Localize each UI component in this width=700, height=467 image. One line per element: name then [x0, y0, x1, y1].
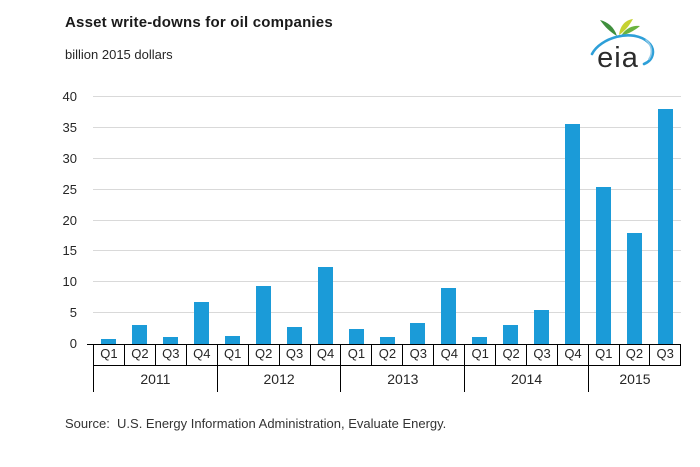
bar-2013-Q2 — [379, 337, 395, 344]
gridline — [93, 219, 681, 221]
quarter-row: Q1 Q2 Q3 Q4 — [94, 344, 217, 366]
bar-2011-Q3 — [162, 337, 178, 344]
chart-title: Asset write-downs for oil companies — [65, 14, 333, 31]
y-tick-label: 40 — [62, 89, 77, 104]
bar-2014-Q3 — [534, 310, 550, 344]
gridline — [93, 96, 681, 97]
year-label: 2014 — [510, 371, 543, 387]
year-label: 2012 — [263, 371, 295, 387]
quarter-label: Q4 — [316, 346, 335, 361]
year-label: 2011 — [140, 371, 171, 387]
gridline — [93, 188, 681, 190]
quarter-label: Q2 — [249, 344, 280, 365]
quarter-label: Q4 — [564, 346, 582, 361]
year-label: 2015 — [619, 371, 651, 387]
gridline — [93, 250, 681, 252]
quarter-label: Q1 — [341, 344, 373, 365]
bar-2014-Q4 — [565, 124, 581, 344]
y-tick-label: 0 — [69, 336, 77, 351]
bar-2013-Q3 — [410, 323, 426, 344]
quarter-label: Q4 — [440, 346, 458, 361]
gridline — [93, 157, 681, 159]
bar-2011-Q1 — [100, 339, 116, 344]
quarter-label: Q1 — [94, 344, 125, 365]
y-tick-label: 15 — [62, 243, 77, 259]
bar-2014-Q1 — [472, 337, 488, 344]
year-group-2012: Q1 Q2 Q3 Q4 2012 — [216, 344, 341, 392]
quarter-label: Q3 — [280, 344, 311, 365]
year-label: 2013 — [387, 371, 419, 387]
plot-area — [87, 96, 681, 345]
y-tick-label: 35 — [62, 119, 77, 135]
y-tick-label: 5 — [69, 305, 77, 321]
quarter-row: Q1 Q2 Q3 Q4 — [465, 344, 588, 366]
bar-2012-Q3 — [286, 327, 302, 344]
x-axis: Q1 Q2 Q3 Q4 2011 Q1 Q2 Q3 Q4 2012 Q1 Q2 Q3 Q4 2013 Q1 Q2… — [93, 344, 681, 392]
quarter-label: Q1 — [218, 344, 249, 365]
y-tick-label: 30 — [62, 150, 77, 166]
quarter-label: Q2 — [125, 344, 156, 365]
year-group-2013: Q1 Q2 Q3 Q4 2013 — [340, 344, 465, 392]
year-group-2011: Q1 Q2 Q3 Q4 2011 — [93, 344, 217, 392]
quarter-label: Q3 — [656, 346, 674, 361]
y-tick-label: 20 — [62, 212, 77, 228]
bar-2014-Q2 — [503, 325, 519, 344]
gridline — [93, 312, 681, 314]
bar-2013-Q1 — [348, 329, 364, 344]
quarter-label: Q2 — [620, 344, 651, 365]
eia-logo-swoosh — [590, 19, 655, 66]
y-axis-labels: 0 5 10 15 20 25 30 35 40 — [38, 89, 85, 351]
x-axis-line — [87, 344, 681, 345]
quarter-label: Q4 — [193, 346, 211, 361]
quarter-label: Q3 — [156, 344, 187, 365]
bar-2012-Q2 — [255, 286, 271, 344]
bar-2013-Q4 — [441, 288, 457, 344]
year-group-2014: Q1 Q2 Q3 Q4 2014 — [464, 344, 588, 392]
bar-2015-Q2 — [627, 233, 643, 344]
quarter-label: Q1 — [589, 344, 620, 365]
eia-logo-text: eia — [597, 42, 639, 74]
quarter-label: Q2 — [372, 344, 404, 365]
quarter-row: Q1 Q2 Q3 Q4 — [341, 344, 465, 366]
quarter-label: Q3 — [403, 344, 435, 365]
eia-logo: eia — [580, 16, 672, 80]
quarter-label: Q3 — [527, 344, 559, 365]
y-tick-label: 10 — [62, 274, 77, 290]
bar-2015-Q1 — [596, 187, 612, 344]
gridline — [93, 126, 681, 128]
bar-2015-Q3 — [658, 109, 674, 344]
year-group-2015: Q1 Q2 Q3 2015 — [587, 344, 681, 392]
bar-2012-Q4 — [317, 267, 333, 344]
quarter-label: Q1 — [465, 344, 497, 365]
bar-2011-Q2 — [131, 325, 147, 344]
chart-subtitle: billion 2015 dollars — [65, 47, 173, 62]
quarter-row: Q1 Q2 Q3 Q4 — [217, 344, 341, 366]
source-text: Source: U.S. Energy Information Administ… — [65, 416, 447, 431]
quarter-label: Q2 — [496, 344, 528, 365]
y-tick-label: 25 — [62, 181, 77, 197]
bar-2012-Q1 — [224, 336, 240, 344]
bar-2011-Q4 — [193, 302, 209, 344]
gridline — [93, 281, 681, 283]
quarter-row: Q1 Q2 Q3 — [588, 344, 681, 366]
